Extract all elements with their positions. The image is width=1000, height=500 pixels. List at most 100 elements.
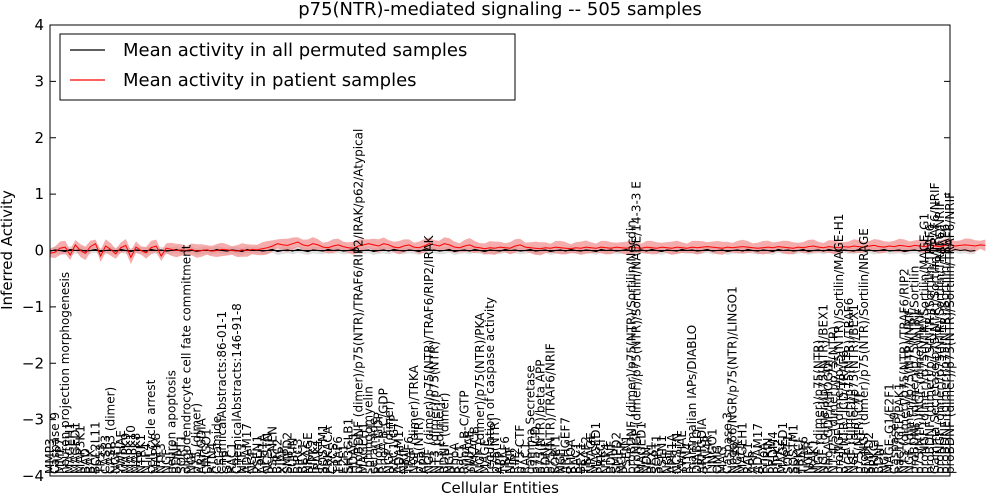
x-tick-label: BAD [78, 448, 92, 474]
x-tick-label: proNGF (dimer)/p75(NTR)/Sortilin/NRAGE [857, 228, 871, 474]
x-tick-label: RAC1 [225, 442, 239, 474]
x-tick-label: p75(NTR) CTF [852, 391, 866, 474]
x-tick-label: NT3 (dimer)/p75(NTR) [427, 341, 441, 474]
legend: Mean activity in all permuted samples Me… [59, 33, 516, 101]
y-tick-label: −1 [22, 298, 44, 316]
x-tick-label: SORT1 [781, 435, 795, 475]
x-tick-label: NRIF [397, 446, 411, 474]
x-tick-label: FURIN [286, 437, 300, 474]
x-tick-label: p75(NTR)/TRAF6/NRIF [544, 343, 558, 474]
x-tick-label: RTN4R [700, 434, 714, 474]
x-tick-label: PSEN1 [250, 435, 264, 474]
x-tick-label: MAGED1 [776, 422, 790, 474]
x-tick-label: NT3 (dimer) [432, 402, 446, 474]
x-tick-label: RIPK2 [306, 439, 320, 474]
x-tick-label: MAG [716, 446, 730, 474]
x-tick-label: NGFR [109, 440, 123, 474]
x-tick-label: SMPD2 [281, 432, 295, 474]
x-tick-label: MAGE-G1/E2F1 [882, 383, 896, 474]
x-tick-label: Rac1 [453, 444, 467, 474]
x-tick-label: SQSTM1 [786, 424, 800, 474]
x-tick-label: proBDNF (dimer)/p75(NTR)/TRAF6/RIP2/IRAK… [351, 129, 365, 474]
x-tick-label: YWHAE [114, 430, 128, 475]
x-tick-label: NGF (dimer)/p75(NTR)/TRAF6/RIP2/IRAK [422, 234, 436, 474]
x-tick-label: MAGE [478, 439, 492, 474]
x-tick-label: NGF (dimer)/p75(NTR)/BEX1 [847, 304, 861, 474]
x-tick-label: PSEN1 [619, 435, 633, 474]
x-tick-label: SORT1 [650, 435, 664, 475]
x-tick-label: p75 ICD [528, 426, 542, 474]
y-tick-label: 1 [34, 185, 44, 203]
x-tick-label: CASP3 (dimer) [104, 387, 118, 474]
x-tick-label: TRAF6 [402, 436, 416, 475]
x-tick-label: BEX1 [296, 442, 310, 474]
x-tick-label: NGF (dimer)/p75(NTR)/PKA [473, 312, 487, 474]
x-tick-label: BIRC3 [291, 438, 305, 474]
x-tick-label: NGFR [801, 440, 815, 474]
x-tick-label: NGF (dimer)/p75(NTR)/TRAF6 [842, 298, 856, 474]
legend-box [59, 33, 516, 101]
x-tick-label: NGF (dimer)/p75(NTR) [812, 340, 826, 474]
x-tick-label: NGF (dimer) [382, 401, 396, 474]
x-tick-label: APH1A [665, 433, 679, 474]
x-tick-label: NGF [554, 449, 568, 474]
x-tick-label: NGF (dimer)/p75(NTR)/BEX1 [817, 304, 831, 474]
y-tick-label: −4 [22, 467, 44, 485]
x-tick-label: GTP [220, 451, 234, 474]
x-tick-label: BDNF [169, 441, 183, 474]
x-tick-label: NTRK1 [134, 434, 148, 474]
x-tick-label: ChemicalAbstracts:86-01-1 [215, 311, 229, 474]
x-tick-label: PRDM4 [766, 431, 780, 474]
y-tick-label: 3 [34, 72, 44, 90]
y-tick-label: −3 [22, 411, 44, 429]
x-tick-label: regulation of caspase activity [483, 297, 497, 474]
x-tick-label: NTF4 [599, 443, 613, 474]
x-tick-label: NRAGE [301, 432, 315, 474]
x-tick-label: BEX1 [574, 442, 588, 474]
x-tick-label: XIAP [276, 447, 290, 474]
x-tick-label: ceramide [367, 418, 381, 474]
x-tick-label: SQSTM1 [316, 424, 330, 474]
x-tick-label: proNGF (dimer)/p75(NTR)/Sortilin/TRAF6/N… [933, 200, 947, 474]
series-lines-layer [49, 241, 986, 259]
legend-label-patient: Mean activity in patient samples [123, 70, 417, 91]
x-tick-label: p75(NTR) [488, 417, 502, 474]
x-tick-label: TRAF6 [498, 436, 512, 475]
x-tick-label: NGF [442, 449, 456, 474]
x-tick-label: NDN [640, 447, 654, 474]
x-tick-label: RhoA-B-C/GTP [458, 390, 472, 474]
x-tick-label: RhoA-B-C/GDP [377, 388, 391, 474]
x-tick-label: BDNF (dimer) [437, 393, 451, 475]
x-tick-label: APP [493, 451, 507, 474]
x-tick-label: NTF4 [139, 443, 153, 474]
x-tick-label: RHOA [564, 438, 578, 474]
x-tick-label: Caspase 3 [721, 412, 735, 474]
x-tick-label: MAGEH1 [63, 422, 77, 474]
x-tick-label: NGF [877, 449, 891, 474]
x-tick-label: APH1A [255, 433, 269, 474]
x-tick-label: p75(NTR)/NGF (dimer)/NRIF [913, 308, 927, 474]
x-tick-label: RhoA [448, 442, 462, 474]
x-tick-label: BCL2L11 [89, 421, 103, 474]
x-tick-label: CYCS [326, 443, 340, 474]
x-tick-label: Nogo66/NGR/p75(NTR)/LINGO1 [726, 286, 740, 474]
x-tick-label: IRAK1 [807, 439, 821, 474]
x-tick-label: PRKCI [867, 439, 881, 474]
x-tick-label: MAGED1 [635, 422, 649, 474]
x-tick-label: RTN4 [205, 443, 219, 474]
x-tick-label: TP53 [94, 444, 108, 475]
x-tick-label: NGF (dimer)/TRKA [407, 364, 421, 474]
x-tick-label: NCSTN [670, 433, 684, 474]
x-tick-label: SH3GLB1 [341, 418, 355, 474]
x-tick-label: RTN4 [680, 443, 694, 474]
x-tick-label: p75(NTR) [412, 417, 426, 474]
x-tick-label: MAPK10 [124, 425, 138, 474]
x-tick-label: CASP3 [99, 435, 113, 474]
x-tick-label: NGFR [731, 440, 745, 474]
x-tick-label: p75(NTR) ICD/TRAF6 [837, 350, 851, 474]
x-tick-label: PRKACA [321, 425, 335, 474]
x-tick-label: PSEN1 [655, 435, 669, 474]
x-tick-label: BDNF [539, 441, 553, 474]
